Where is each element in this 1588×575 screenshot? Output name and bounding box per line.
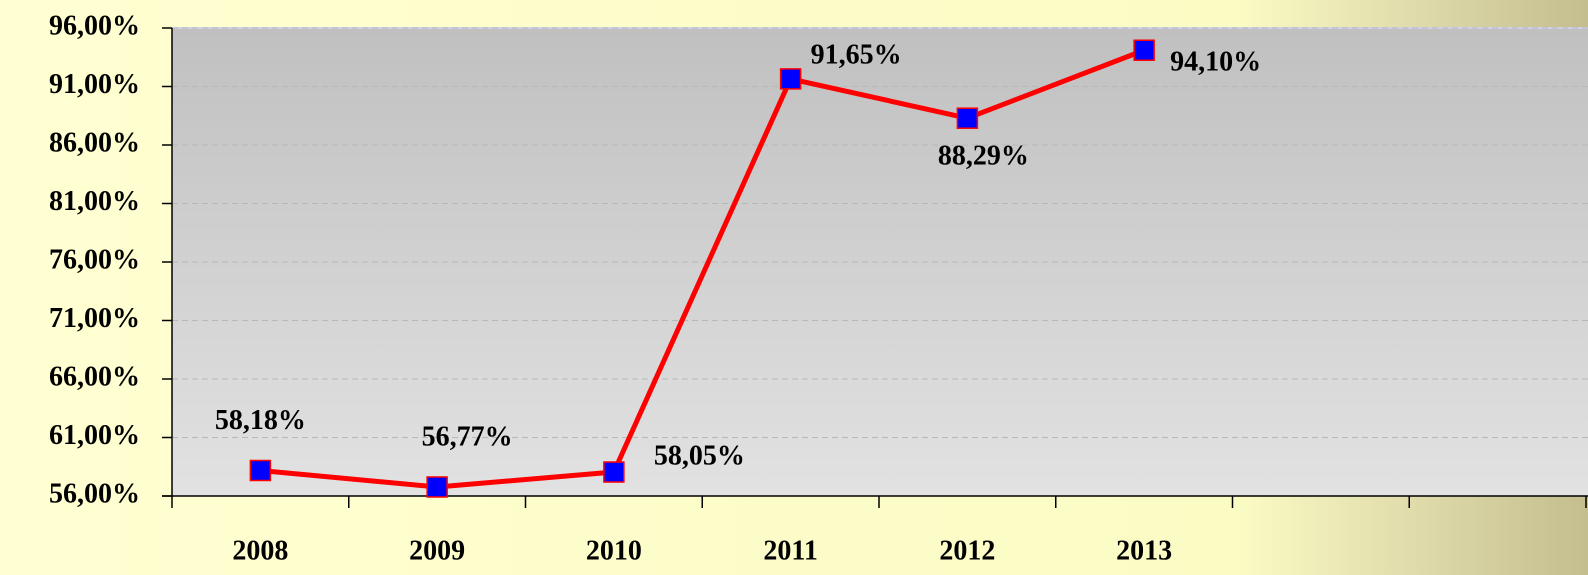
y-tick-label: 66,00% <box>49 361 140 392</box>
x-tick-label: 2013 <box>1116 535 1172 566</box>
y-tick-label: 91,00% <box>49 69 140 100</box>
x-tick-label: 2012 <box>939 535 995 566</box>
x-tick-label: 2010 <box>586 535 642 566</box>
x-tick-label: 2008 <box>232 535 288 566</box>
data-label: 91,65% <box>811 39 902 70</box>
y-tick-label: 81,00% <box>49 186 140 217</box>
data-label: 58,18% <box>215 405 306 436</box>
marker <box>779 68 802 90</box>
x-tick-label: 2009 <box>409 535 465 566</box>
y-tick-label: 71,00% <box>49 303 140 334</box>
data-label: 58,05% <box>654 440 745 471</box>
y-tick-label: 76,00% <box>49 244 140 275</box>
marker <box>603 461 625 483</box>
data-label: 56,77% <box>422 421 513 452</box>
x-tick-label: 2011 <box>763 535 817 566</box>
data-label: 88,29% <box>938 141 1029 172</box>
marker <box>1133 39 1155 61</box>
marker <box>426 476 448 498</box>
data-label: 94,10% <box>1170 47 1261 78</box>
marker <box>249 459 272 482</box>
y-tick-label: 96,00% <box>49 10 140 41</box>
y-tick-label: 56,00% <box>49 478 140 509</box>
line <box>260 47 1146 490</box>
marker <box>956 107 979 129</box>
y-tick-label: 61,00% <box>49 420 140 451</box>
y-tick-label: 86,00% <box>49 127 140 158</box>
